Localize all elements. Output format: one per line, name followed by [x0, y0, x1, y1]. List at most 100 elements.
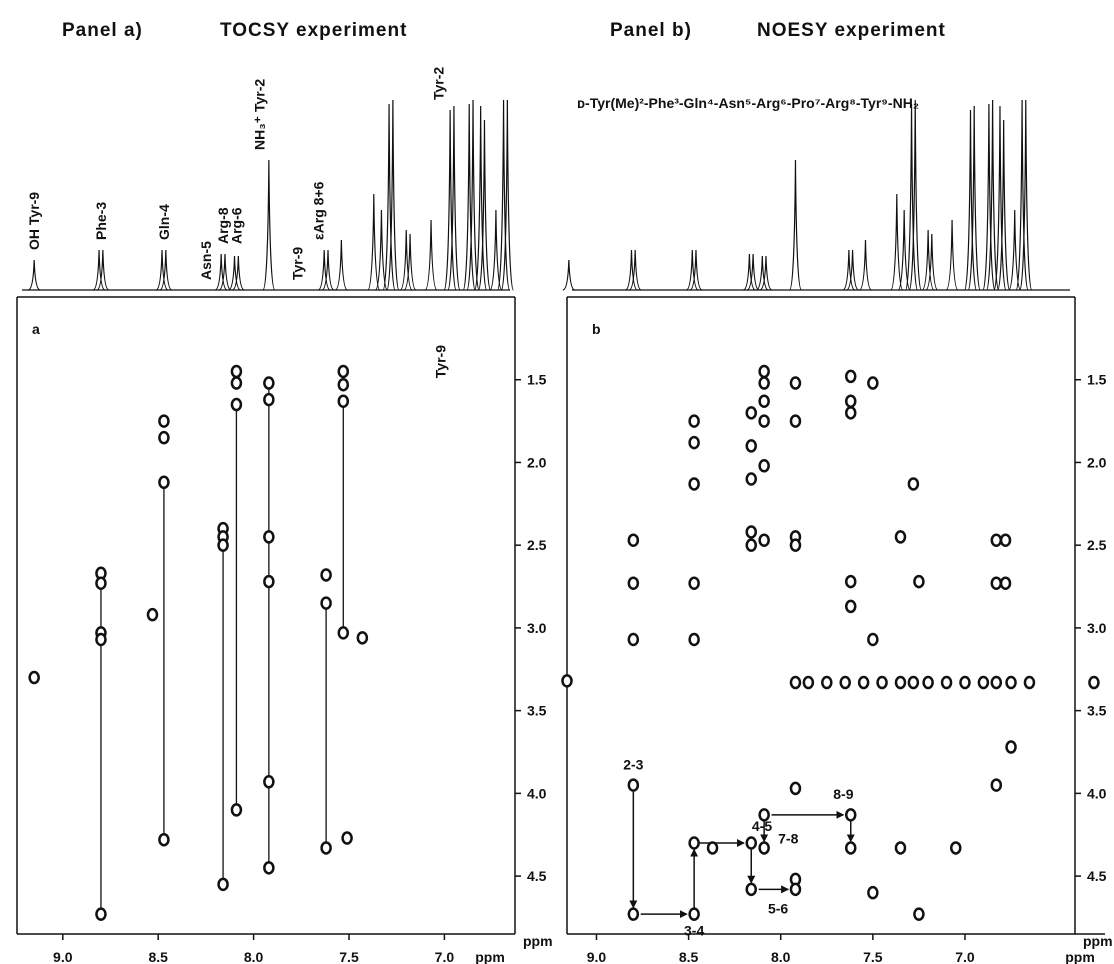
cross-peak	[217, 877, 229, 892]
y-tick-label: 4.0	[527, 785, 547, 801]
peak-assignment: OH Tyr-9	[26, 192, 42, 250]
cross-peak	[758, 394, 770, 408]
y-tick-label: 2.5	[527, 537, 547, 553]
peak-assignment: Asn-5	[198, 241, 214, 280]
cross-peak	[802, 675, 815, 690]
cross-peak	[158, 414, 170, 428]
y-tick-label: 1.5	[527, 372, 547, 388]
y-tick-label: 3.5	[527, 703, 547, 719]
spectrum-peak	[756, 255, 769, 291]
y-axis-label: ppm	[523, 933, 553, 949]
y-tick-label: 4.0	[1087, 785, 1107, 801]
spectrum-peak	[386, 99, 400, 291]
y-tick-label: 3.0	[1087, 620, 1107, 636]
cross-peak	[1088, 675, 1100, 690]
cross-peak	[789, 538, 802, 552]
cross-peak	[230, 803, 243, 817]
cross-peak	[844, 599, 857, 614]
cross-peak	[839, 675, 851, 690]
panel-name: Panel a)	[62, 20, 143, 41]
cross-peak	[627, 632, 640, 647]
cross-peak	[999, 533, 1012, 547]
chart-title: TOCSY experiment	[220, 20, 407, 41]
cross-peak	[337, 377, 350, 392]
cross-peak	[745, 836, 757, 850]
cross-peak	[745, 472, 757, 486]
spectrum-peak	[218, 253, 232, 291]
spectrum-peak	[262, 159, 276, 291]
cross-peak	[337, 394, 350, 408]
cross-peak	[688, 836, 700, 850]
x-axis-label: ppm	[1065, 949, 1095, 964]
cross-peak	[940, 675, 953, 690]
x-tick-label: 8.0	[244, 949, 264, 964]
cross-peak	[789, 675, 802, 690]
spectrum-peak	[27, 259, 41, 291]
cross-peak	[263, 861, 275, 875]
cross-peak	[627, 576, 640, 590]
panel-letter: a	[32, 321, 40, 337]
spectrum-peak	[447, 105, 461, 291]
x-tick-label: 7.5	[863, 949, 883, 964]
spectrum-peak	[317, 249, 331, 291]
cross-peak	[758, 533, 770, 547]
y-tick-label: 2.0	[1087, 454, 1107, 470]
cross-peak	[789, 781, 802, 796]
spectrum-peak	[443, 109, 457, 291]
spectrum-peak	[1008, 209, 1022, 291]
chart-title: NOESY experiment	[757, 20, 946, 41]
cross-peak	[758, 364, 770, 379]
x-tick-label: 7.0	[435, 949, 455, 964]
cross-peak	[561, 674, 573, 688]
spectrum-peak	[686, 249, 699, 291]
x-tick-label: 7.0	[955, 949, 975, 964]
spectrum-peak	[214, 253, 228, 291]
spectrum-peak	[759, 255, 773, 291]
cross-peak	[894, 530, 907, 544]
y-tick-label: 3.5	[1087, 703, 1107, 719]
spectrum-peak	[228, 255, 241, 291]
spectrum-peak	[993, 105, 1007, 291]
peak-assignment: Arg-8	[215, 207, 231, 244]
spectrum-peak	[890, 193, 904, 291]
cross-peak	[320, 568, 332, 582]
noe-label: 2-3	[623, 757, 643, 773]
spectrum-peak	[382, 103, 396, 291]
cross-peak	[821, 675, 833, 690]
spectrum-peak	[945, 219, 959, 291]
peak-assignment: Tyr-9	[289, 247, 305, 280]
spectrum-peak	[562, 259, 576, 291]
y-tick-label: 4.5	[1087, 868, 1107, 884]
x-tick-label: 9.0	[53, 949, 73, 964]
cross-peak	[356, 631, 369, 645]
cross-peak	[789, 414, 802, 428]
spectrum-peak	[399, 229, 413, 291]
cross-peak	[990, 778, 1003, 792]
spectrum-peak	[96, 249, 110, 291]
peak-assignment: Gln-4	[156, 204, 172, 240]
cross-peak	[844, 394, 857, 408]
cross-peak	[907, 675, 920, 690]
y-tick-label: 4.5	[527, 868, 547, 884]
cross-peak	[263, 574, 275, 589]
cross-peak	[688, 907, 700, 921]
cross-peak	[95, 576, 107, 590]
peak-assignment: Phe-3	[93, 202, 109, 240]
cross-peak	[320, 841, 332, 855]
cross-peak	[758, 459, 770, 473]
cross-peak	[844, 406, 857, 420]
x-tick-label: 9.0	[587, 949, 607, 964]
x-tick-label: 8.5	[679, 949, 699, 964]
cross-peak	[688, 414, 700, 428]
spectrum-peak	[496, 99, 511, 291]
cross-peak	[230, 364, 243, 379]
spectrum-peak	[859, 239, 872, 291]
y-tick-label: 2.5	[1087, 537, 1107, 553]
spectrum-peak	[967, 105, 981, 291]
cross-peak	[913, 907, 925, 921]
cross-peak	[745, 406, 757, 420]
cross-peak	[999, 576, 1012, 590]
cross-peak	[1005, 740, 1017, 754]
cross-peak	[627, 533, 640, 547]
